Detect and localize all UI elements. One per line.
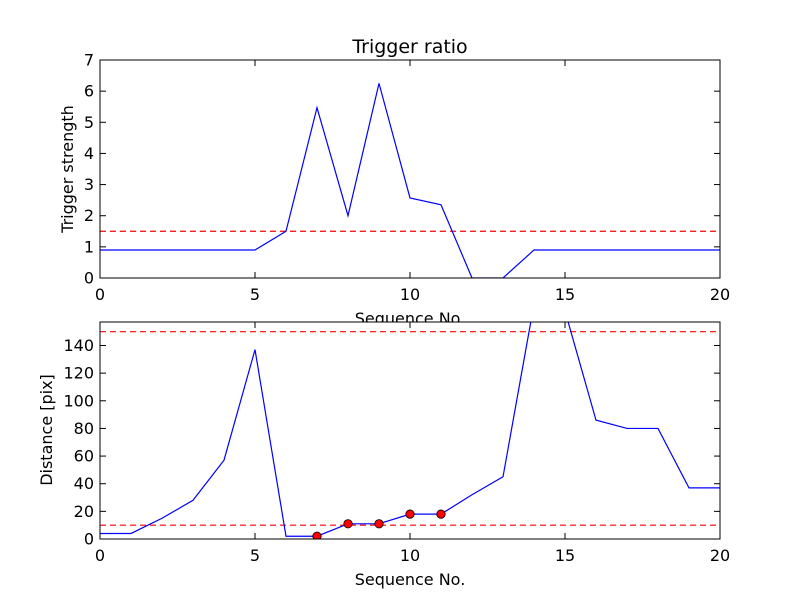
y-tick-label: 4 xyxy=(84,144,94,163)
y-tick-label: 7 xyxy=(84,51,94,70)
y-tick-label: 0 xyxy=(84,530,94,549)
data-point-marker xyxy=(343,519,353,529)
chart-title: Trigger ratio xyxy=(351,36,467,58)
x-tick-label: 0 xyxy=(95,285,105,304)
x-tick-label: 5 xyxy=(250,546,260,565)
ticks: 0 5 10 15 20 0 20 40 60 80 100 120 140 xyxy=(63,322,730,565)
ticks: 0 5 10 15 20 0 1 2 3 4 5 6 7 xyxy=(84,51,730,305)
y-axis-title: Trigger strength xyxy=(58,105,77,234)
y-tick-label: 140 xyxy=(63,336,94,355)
data-point-marker xyxy=(374,519,384,529)
x-tick-label: 10 xyxy=(400,285,420,304)
plot-area xyxy=(100,60,720,278)
series-line xyxy=(100,83,720,278)
x-tick-label: 5 xyxy=(250,285,260,304)
x-tick-label: 20 xyxy=(710,546,730,565)
y-axis-title: Distance [pix] xyxy=(37,374,56,486)
plot-area xyxy=(100,322,720,539)
y-tick-label: 80 xyxy=(74,419,94,438)
y-tick-label: 3 xyxy=(84,175,94,194)
x-tick-label: 20 xyxy=(710,285,730,304)
y-tick-label: 40 xyxy=(74,474,94,493)
x-tick-label: 15 xyxy=(555,285,575,304)
y-tick-label: 20 xyxy=(74,502,94,521)
threshold-lines xyxy=(100,331,720,526)
data-point-marker xyxy=(436,509,446,519)
y-tick-label: 100 xyxy=(63,391,94,410)
series-lines xyxy=(100,83,720,278)
x-tick-label: 0 xyxy=(95,546,105,565)
y-tick-label: 120 xyxy=(63,364,94,383)
y-tick-label: 6 xyxy=(84,82,94,101)
y-tick-label: 0 xyxy=(84,269,94,288)
marker-points xyxy=(312,509,446,539)
data-point-marker xyxy=(312,531,322,539)
x-tick-label: 15 xyxy=(555,546,575,565)
y-tick-label: 2 xyxy=(84,206,94,225)
y-tick-label: 60 xyxy=(74,447,94,466)
x-tick-label: 10 xyxy=(400,546,420,565)
y-tick-label: 5 xyxy=(84,113,94,132)
x-axis-title: Sequence No. xyxy=(355,570,466,589)
data-point-marker xyxy=(405,509,415,519)
y-tick-label: 1 xyxy=(84,237,94,256)
